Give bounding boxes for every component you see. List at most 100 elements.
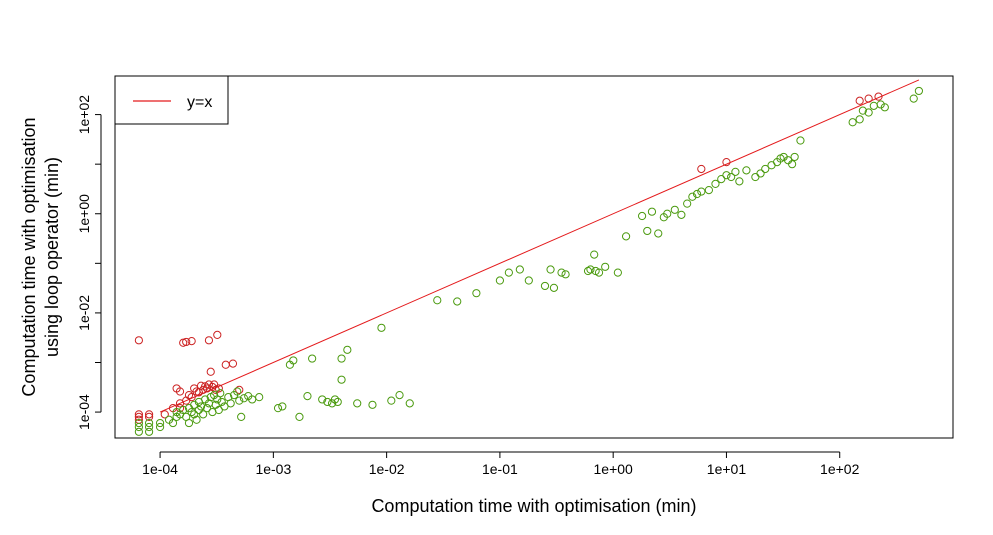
data-point (751, 172, 760, 182)
data-point (621, 232, 631, 241)
reference-line-layer (159, 79, 920, 413)
data-point (601, 262, 610, 271)
data-point (909, 94, 918, 103)
data-point (235, 385, 244, 395)
data-point (239, 394, 249, 403)
data-point (353, 399, 362, 408)
data-point (855, 96, 864, 105)
data-point (647, 207, 657, 216)
data-point (876, 100, 885, 109)
data-point (557, 268, 566, 277)
data-point (134, 336, 143, 345)
data-point (677, 210, 686, 219)
data-point (144, 422, 154, 432)
data-point (228, 359, 238, 368)
data-point (495, 276, 505, 285)
data-point (788, 160, 797, 169)
data-point (237, 412, 246, 421)
data-point (790, 152, 799, 162)
data-point (613, 268, 622, 277)
x-tick-label: 1e+01 (707, 461, 747, 477)
data-point (670, 205, 679, 214)
data-point (504, 268, 513, 277)
data-point (761, 164, 770, 174)
x-tick-label: 1e-03 (255, 461, 291, 477)
x-axis: 1e-04 1e-03 1e-02 1e-01 1e+00 1e+01 1e+02 (142, 451, 860, 477)
data-point (368, 400, 377, 409)
data-point (184, 418, 194, 428)
data-point (134, 418, 143, 428)
data-point (796, 136, 805, 145)
data-point (405, 399, 414, 408)
legend: y=x (114, 75, 229, 125)
data-point (289, 356, 298, 365)
x-tick-label: 1e-04 (142, 461, 178, 477)
data-point (278, 402, 287, 411)
data-point (683, 199, 692, 208)
data-point (295, 412, 304, 421)
data-point (273, 404, 283, 413)
data-point (697, 187, 706, 196)
data-point (395, 390, 404, 400)
data-point (453, 297, 462, 306)
data-point (663, 209, 672, 218)
data-point (874, 92, 883, 101)
data-point (735, 177, 744, 186)
data-point (190, 410, 199, 419)
data-point (594, 268, 604, 277)
data-point (848, 118, 857, 127)
x-axis-title: Computation time with optimisation (min) (371, 496, 696, 516)
data-point (144, 427, 154, 436)
data-point (202, 384, 212, 393)
data-point (213, 330, 222, 340)
data-point (187, 337, 196, 346)
data-point (199, 410, 208, 419)
data-point (722, 158, 731, 167)
data-point (337, 375, 346, 384)
data-point (546, 265, 555, 274)
data-point (704, 185, 714, 195)
x-tick-label: 1e-02 (369, 461, 405, 477)
data-point (515, 265, 524, 274)
data-point (255, 393, 264, 402)
data-point (654, 229, 663, 238)
data-point (697, 164, 706, 174)
data-point (235, 396, 244, 405)
data-point (586, 265, 595, 274)
data-point (864, 94, 873, 103)
data-point (343, 345, 352, 354)
data-point (134, 412, 143, 421)
data-point (155, 418, 165, 428)
data-point (182, 337, 191, 347)
data-point (248, 395, 257, 404)
data-point (727, 172, 736, 182)
data-point (330, 395, 340, 404)
data-point (717, 174, 726, 184)
data-point (524, 276, 533, 285)
data-point (333, 397, 342, 407)
data-point (323, 397, 332, 407)
data-point (184, 390, 194, 400)
data-point (387, 396, 396, 405)
data-point (196, 402, 206, 411)
data-point (756, 169, 765, 178)
data-point (880, 103, 889, 112)
data-point (202, 404, 212, 413)
data-point (134, 427, 143, 436)
y-axis-title-line-1: Computation time with optimisation (19, 117, 39, 396)
y-axis: 1e-04 1e-02 1e+00 1e+02 (76, 95, 102, 430)
data-point (711, 179, 720, 188)
y-tick-label: 1e+00 (76, 194, 92, 234)
data-point (549, 283, 559, 292)
data-point (637, 211, 647, 221)
data-point (160, 410, 169, 419)
data-point (134, 422, 143, 432)
y-tick-label: 1e-02 (76, 295, 92, 331)
data-point (206, 367, 215, 376)
data-point (303, 391, 312, 401)
data-point (214, 384, 223, 393)
data-point (869, 101, 878, 110)
legend-box (114, 75, 229, 125)
data-point (144, 410, 154, 419)
